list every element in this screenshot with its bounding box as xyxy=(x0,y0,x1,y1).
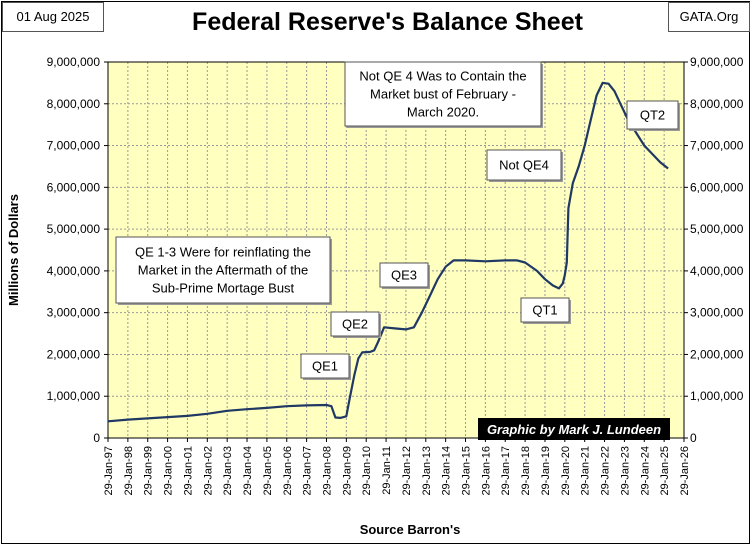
note-qe4-text: March 2020. xyxy=(407,105,479,120)
x-tick-label: 29-Jan-07 xyxy=(302,446,314,496)
x-tick-label: 29-Jan-03 xyxy=(222,446,234,496)
y-tick-label-right: 1,000,000 xyxy=(690,389,744,403)
source-site-label: GATA.Org xyxy=(668,2,750,32)
x-tick-label: 29-Jan-22 xyxy=(600,446,612,496)
y-tick-label-right: 6,000,000 xyxy=(690,180,744,194)
credit-text: Graphic by Mark J. Lundeen xyxy=(487,422,661,437)
x-tick-label: 29-Jan-25 xyxy=(659,446,671,496)
y-tick-label-right: 4,000,000 xyxy=(690,264,744,278)
x-tick-label: 29-Jan-20 xyxy=(560,446,572,496)
y-tick-label-left: 5,000,000 xyxy=(47,222,101,236)
x-tick-label: 29-Jan-13 xyxy=(421,446,433,496)
label-qt1-text: QT1 xyxy=(532,303,557,318)
note-qe13-box xyxy=(115,236,331,304)
x-tick-label: 29-Jan-19 xyxy=(540,446,552,496)
y-tick-label-left: 9,000,000 xyxy=(47,55,101,69)
x-tick-label: 29-Jan-23 xyxy=(619,446,631,496)
y-tick-label-right: 0 xyxy=(690,431,697,445)
chart-title: Federal Reserve's Balance Sheet xyxy=(192,8,583,36)
y-tick-label-left: 3,000,000 xyxy=(47,306,101,320)
y-tick-label-right: 2,000,000 xyxy=(690,347,744,361)
x-tick-label: 29-Jan-18 xyxy=(520,446,532,496)
x-tick-label: 29-Jan-97 xyxy=(103,446,115,496)
x-tick-label: 29-Jan-05 xyxy=(262,446,274,496)
x-tick-label: 29-Jan-10 xyxy=(361,446,373,496)
x-tick-label: 29-Jan-08 xyxy=(321,446,333,496)
note-qe4-text: Not QE 4 Was to Contain the xyxy=(359,69,526,84)
note-qe13-text: Sub-Prime Mortage Bust xyxy=(152,281,295,296)
y-tick-label-left: 6,000,000 xyxy=(47,180,101,194)
x-tick-label: 29-Jan-98 xyxy=(123,446,135,496)
x-tick-label: 29-Jan-17 xyxy=(500,446,512,496)
label-qe3-box xyxy=(379,262,429,288)
credit-banner xyxy=(478,418,670,440)
x-tick-label: 29-Jan-01 xyxy=(182,446,194,496)
balance-sheet-line xyxy=(107,81,669,423)
x-tick-label: 29-Jan-11 xyxy=(381,446,393,495)
x-axis-title: Source Barron's xyxy=(360,522,461,537)
x-tick-label: 29-Jan-21 xyxy=(580,446,592,496)
x-tick-label: 29-Jan-09 xyxy=(341,446,353,496)
y-axis-title: Millions of Dollars xyxy=(6,194,21,306)
x-tick-label: 29-Jan-02 xyxy=(202,446,214,496)
y-tick-label-right: 7,000,000 xyxy=(690,139,744,153)
x-tick-label: 29-Jan-99 xyxy=(143,446,155,496)
x-tick-label: 29-Jan-16 xyxy=(480,446,492,496)
label-notqe4-box xyxy=(486,149,562,181)
label-qt2-box xyxy=(626,100,679,130)
x-tick-label: 29-Jan-04 xyxy=(242,446,254,496)
note-qe13-text: Market in the Aftermath of the xyxy=(138,263,309,278)
x-tick-label: 29-Jan-12 xyxy=(401,446,413,496)
label-notqe4-text: Not QE4 xyxy=(499,158,549,173)
y-tick-label-left: 8,000,000 xyxy=(47,97,101,111)
x-tick-label: 29-Jan-00 xyxy=(163,446,175,496)
x-tick-label: 29-Jan-24 xyxy=(639,446,651,496)
y-tick-label-left: 0 xyxy=(93,431,100,445)
y-tick-label-left: 1,000,000 xyxy=(47,389,101,403)
x-tick-label: 29-Jan-26 xyxy=(679,446,691,496)
x-tick-label: 29-Jan-06 xyxy=(282,446,294,496)
label-qe2-text: QE2 xyxy=(342,317,368,332)
y-tick-label-right: 3,000,000 xyxy=(690,306,744,320)
y-tick-label-right: 9,000,000 xyxy=(690,55,744,69)
x-tick-label: 29-Jan-14 xyxy=(441,446,453,496)
note-qe13-text: QE 1-3 Were for reinflating the xyxy=(135,245,311,260)
label-qt2-text: QT2 xyxy=(640,108,665,123)
x-tick-label: 29-Jan-15 xyxy=(461,446,473,496)
y-tick-label-left: 4,000,000 xyxy=(47,264,101,278)
date-label: 01 Aug 2025 xyxy=(2,2,104,32)
label-qe3-text: QE3 xyxy=(391,268,417,283)
y-tick-label-left: 7,000,000 xyxy=(47,139,101,153)
y-tick-label-left: 2,000,000 xyxy=(47,347,101,361)
label-qt1-box xyxy=(520,297,570,323)
note-qe4-box xyxy=(344,61,542,127)
label-qe2-box xyxy=(330,311,380,337)
label-qe1-text: QE1 xyxy=(312,359,338,374)
note-qe4-text: Market bust of February - xyxy=(370,87,516,102)
y-tick-label-right: 8,000,000 xyxy=(690,97,744,111)
y-tick-label-right: 5,000,000 xyxy=(690,222,744,236)
label-qe1-box xyxy=(300,353,350,379)
